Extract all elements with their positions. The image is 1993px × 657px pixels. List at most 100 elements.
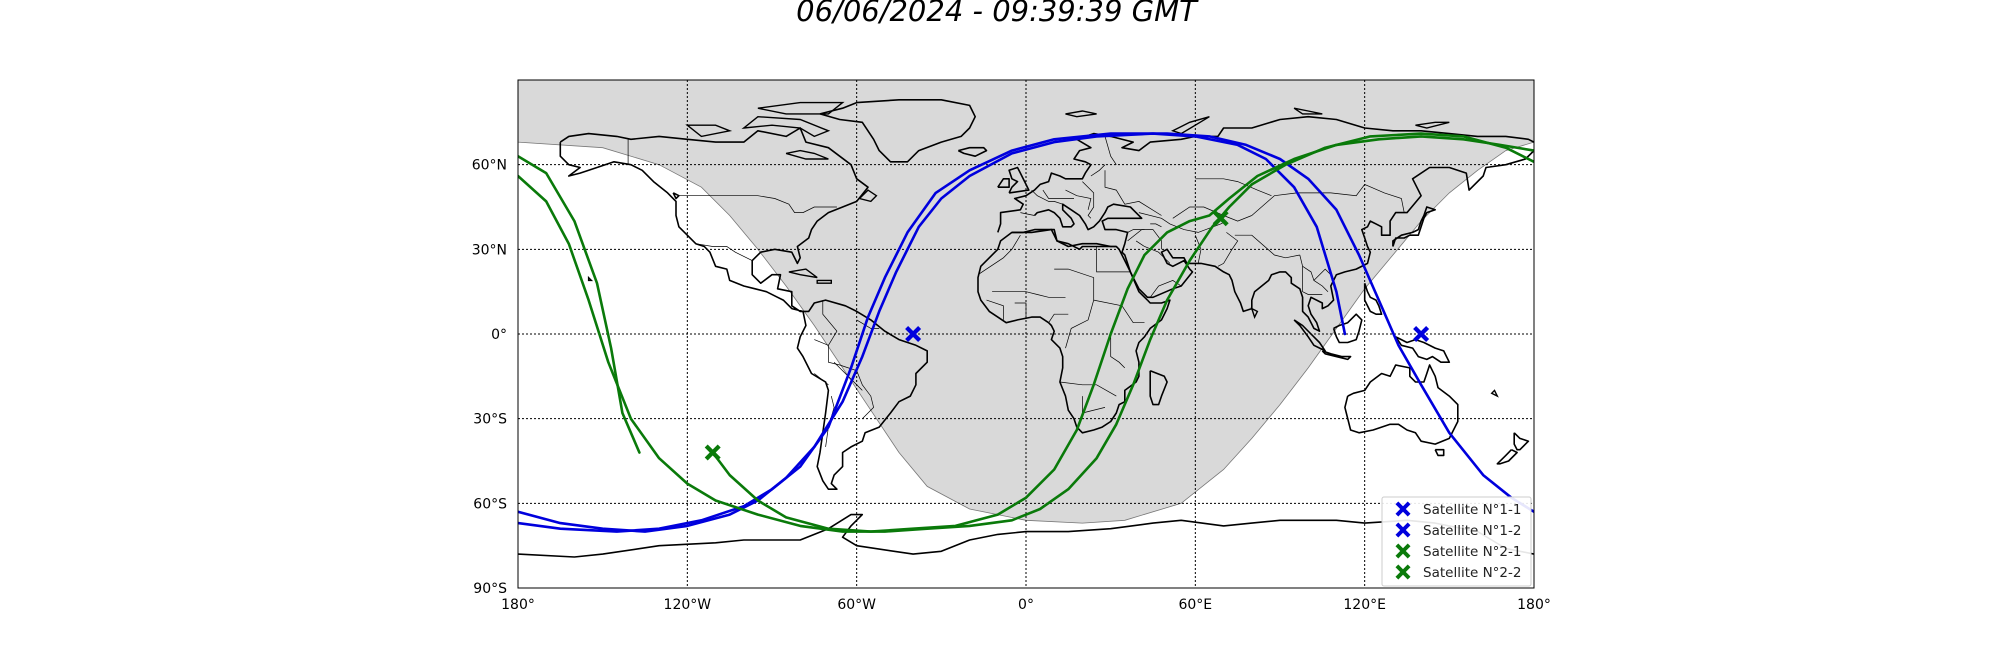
country-border-42	[1150, 223, 1162, 228]
latitude-tick-label: 30°S	[473, 412, 507, 428]
graticule-layer	[518, 80, 1534, 588]
island-4	[1065, 110, 1097, 118]
satellite-track-3-1	[518, 154, 641, 454]
island-7	[1415, 121, 1450, 129]
island-9	[788, 268, 818, 279]
legend-item-satellite-1-1: Satellite N°1-1	[1395, 501, 1521, 518]
country-border-41	[1127, 229, 1145, 233]
latitude-tick-label: 90°S	[473, 581, 507, 597]
legend-item-satellite-2-2: Satellite N°2-2	[1395, 564, 1521, 581]
coastline-17	[997, 178, 1010, 188]
country-border-19	[1048, 313, 1069, 323]
country-border-36	[1302, 266, 1323, 295]
legend-label-satellite-1-1: Satellite N°1-1	[1423, 502, 1521, 518]
coastline-6	[1344, 364, 1459, 445]
legend-item-satellite-1-2: Satellite N°1-2	[1395, 522, 1521, 539]
country-border-24	[1020, 212, 1035, 216]
longitude-tick-label: 180°	[1517, 597, 1551, 613]
island-8	[858, 189, 878, 203]
latitude-tick-label: 0°	[491, 327, 507, 343]
country-border-14	[1110, 336, 1126, 369]
country-border-28	[1138, 212, 1227, 233]
coastline-11	[1293, 319, 1326, 352]
island-10	[816, 279, 832, 284]
latitude-tick-label: 30°N	[472, 242, 507, 258]
island-6	[1293, 107, 1323, 115]
island-13	[1490, 389, 1499, 398]
country-border-15	[1059, 381, 1117, 397]
coastline-7	[1434, 448, 1445, 457]
country-border-12	[1096, 246, 1131, 273]
coastline-8	[1513, 432, 1530, 451]
legend-box	[1381, 496, 1532, 587]
coastline-13	[1332, 313, 1363, 344]
satellite-track-3-0	[711, 135, 1534, 533]
country-border-17	[986, 299, 1004, 320]
map-frame	[517, 79, 1535, 589]
legend-item-satellite-2-1: Satellite N°2-1	[1395, 543, 1521, 560]
coastline-21	[1011, 228, 1117, 248]
coastline-3	[977, 150, 1534, 434]
longitude-tick-label: 0°	[1018, 597, 1034, 613]
country-border-8	[822, 300, 838, 346]
country-border-37	[1313, 280, 1329, 292]
legend: Satellite N°1-1 Satellite N°1-2 Satellit…	[1381, 496, 1532, 587]
island-0	[741, 115, 831, 138]
longitude-tick-label: 180°	[501, 597, 535, 613]
island-11	[1250, 307, 1259, 319]
coastline-4	[1033, 203, 1148, 301]
longitude-tick-label: 60°E	[1178, 597, 1212, 613]
longitude-tick-label: 120°E	[1343, 597, 1386, 613]
longitude-tick-label: 120°W	[664, 597, 712, 613]
coastline-12	[1321, 350, 1352, 361]
country-border-20	[1082, 181, 1095, 219]
coastline-10	[1392, 206, 1436, 247]
axis-tick-labels: 180° 120°W 60°W 0° 60°E 120°E 180° 60°N 30°N 0° 30…	[472, 158, 1551, 613]
country-border-6	[814, 373, 829, 386]
country-border-21	[1065, 189, 1092, 210]
country-border-2	[695, 243, 753, 261]
coastline-18	[957, 146, 988, 157]
satellite-track-4-0	[518, 132, 1534, 533]
latitude-tick-label: 60°S	[473, 496, 507, 512]
country-border-23	[1031, 189, 1063, 205]
coastline-20	[672, 192, 680, 200]
country-border-38	[1127, 229, 1162, 250]
legend-marker-satellite-1-2	[1395, 522, 1411, 538]
legend-label-satellite-2-2: Satellite N°2-2	[1423, 565, 1521, 581]
island-3	[757, 101, 845, 115]
coastline-0	[559, 127, 928, 490]
country-border-1	[678, 195, 837, 213]
legend-marker-satellite-2-2	[1395, 564, 1411, 580]
satellite-track-1-0	[518, 132, 1347, 533]
country-border-35	[1299, 254, 1332, 282]
coastline-15	[1363, 282, 1383, 315]
island-1	[685, 124, 733, 138]
country-border-9	[977, 235, 1021, 275]
country-border-7	[856, 319, 880, 329]
legend-marker-satellite-2-1	[1395, 543, 1411, 559]
longitude-tick-label: 60°W	[837, 597, 876, 613]
country-border-22	[1042, 189, 1074, 199]
country-border-29	[1194, 235, 1202, 264]
satellite-position-marker-1	[905, 326, 922, 342]
coastline-9	[1496, 448, 1518, 465]
satellite-position-marker-3	[704, 444, 721, 461]
country-border-34	[1195, 178, 1272, 197]
country-border-26	[1090, 164, 1106, 177]
country-border-27	[1104, 136, 1117, 165]
legend-label-satellite-2-1: Satellite N°2-1	[1423, 544, 1521, 560]
country-border-31	[1234, 234, 1300, 259]
map-title: 06/06/2024 - 09:39:39 GMT	[796, 0, 1197, 28]
coastline-1	[819, 99, 976, 163]
island-5	[1170, 116, 1210, 135]
satellite-position-marker-2	[1413, 326, 1430, 342]
country-border-32	[1251, 183, 1405, 216]
legend-label-satellite-1-2: Satellite N°1-2	[1423, 523, 1521, 539]
island-12	[587, 275, 594, 282]
latitude-tick-label: 60°N	[472, 158, 507, 174]
country-border-25	[1104, 170, 1162, 216]
country-border-10	[992, 291, 1066, 298]
satellite-marker-layer	[704, 210, 1430, 461]
legend-marker-satellite-1-1	[1395, 501, 1411, 517]
